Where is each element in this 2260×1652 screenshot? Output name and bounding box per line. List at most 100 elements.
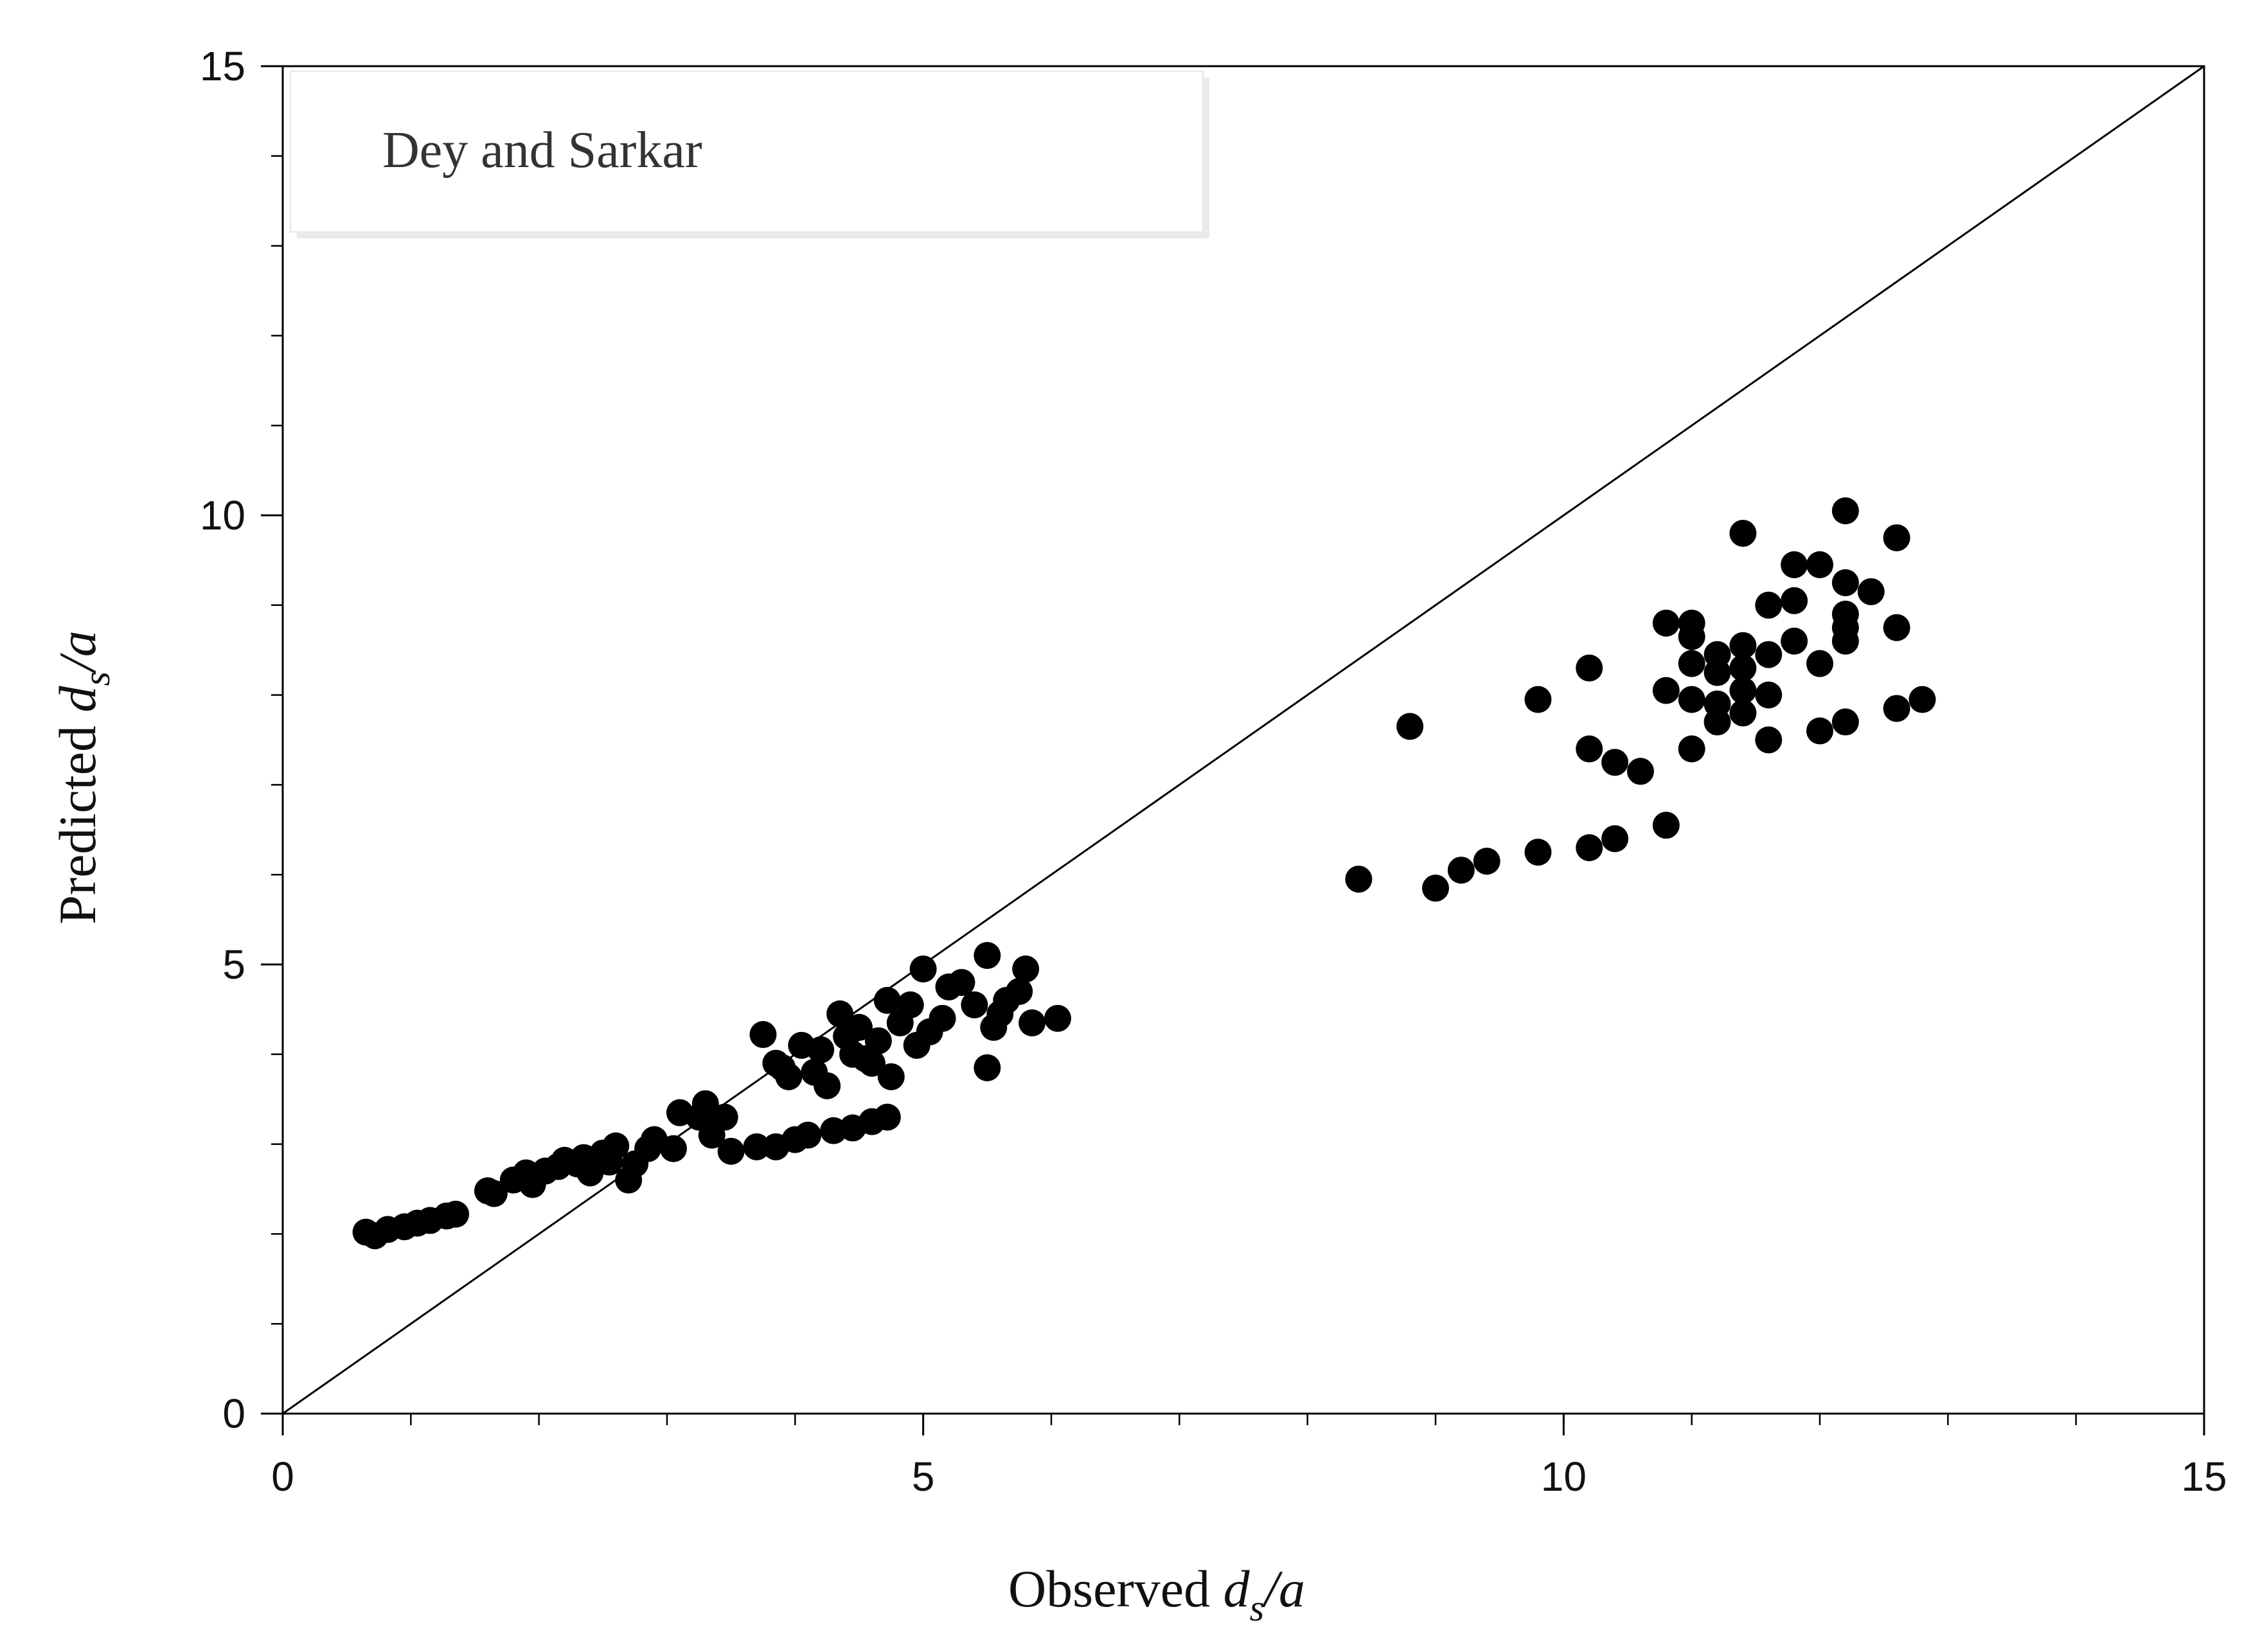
data-point	[1626, 758, 1654, 785]
x-axis-title: Observed ds/a	[1008, 1559, 1305, 1629]
data-point	[1652, 812, 1680, 839]
data-point	[1473, 848, 1500, 875]
data-point	[858, 1049, 885, 1077]
data-point	[1678, 686, 1705, 713]
data-point	[1601, 825, 1629, 853]
data-point	[1806, 650, 1833, 677]
y-tick-label: 5	[222, 941, 245, 988]
data-point	[807, 1036, 835, 1063]
reference-line	[282, 65, 2205, 1415]
data-point	[1755, 726, 1783, 754]
y-axis-title: Predicted ds/a	[48, 630, 118, 925]
data-point	[1755, 591, 1783, 619]
data-point	[877, 1063, 905, 1090]
data-point	[1447, 857, 1475, 884]
data-point	[717, 1137, 745, 1165]
data-point	[961, 991, 988, 1018]
data-point	[1006, 977, 1033, 1005]
data-point	[1857, 578, 1885, 605]
x-tick-label: 10	[1541, 1453, 1587, 1500]
data-point	[1576, 735, 1603, 763]
data-point	[1729, 677, 1757, 704]
y-tick-label: 15	[200, 43, 245, 89]
data-point	[1422, 875, 1449, 902]
data-point	[775, 1063, 803, 1090]
data-points	[352, 497, 1936, 1250]
data-point	[948, 968, 975, 996]
data-point	[659, 1135, 687, 1162]
y-axis-title-sub: s	[76, 671, 118, 686]
data-point	[1524, 839, 1552, 866]
data-point	[1729, 699, 1757, 727]
data-point	[1678, 650, 1705, 677]
data-point	[826, 1000, 854, 1027]
data-point	[814, 1072, 841, 1099]
data-point	[1396, 713, 1424, 740]
data-point	[1831, 497, 1859, 525]
data-point	[1576, 834, 1603, 862]
data-point	[442, 1200, 470, 1228]
data-point	[1019, 1009, 1046, 1036]
y-axis-title-prefix: Predicted	[48, 713, 107, 925]
data-point	[1729, 632, 1757, 659]
data-point	[1755, 681, 1783, 709]
x-axis-title-sub: s	[1250, 1587, 1265, 1629]
data-point	[1781, 627, 1808, 655]
data-point	[1678, 735, 1705, 763]
x-tick-label: 15	[2181, 1453, 2227, 1500]
data-point	[896, 991, 924, 1018]
plot-area	[282, 65, 2205, 1415]
legend-box: Dey and Sarkar	[290, 71, 1209, 238]
legend-panel	[290, 71, 1204, 233]
x-tick-label: 5	[912, 1453, 935, 1500]
data-point	[794, 1121, 822, 1149]
data-point	[909, 955, 937, 982]
data-point	[1704, 641, 1731, 668]
data-point	[749, 1021, 777, 1049]
legend-text: Dey and Sarkar	[382, 122, 702, 179]
data-point	[480, 1180, 508, 1207]
data-point	[1678, 609, 1705, 637]
data-point	[1345, 866, 1373, 893]
data-point	[864, 1027, 892, 1054]
data-point	[1781, 551, 1808, 578]
data-point	[1831, 600, 1859, 628]
x-tick-label: 0	[271, 1453, 294, 1500]
data-point	[1755, 641, 1783, 668]
data-point	[1806, 551, 1833, 578]
data-point	[1831, 708, 1859, 736]
y-axis-title-var: d	[48, 686, 107, 713]
data-point	[1729, 654, 1757, 682]
data-point	[1883, 524, 1910, 551]
data-point	[602, 1132, 630, 1160]
data-point	[1883, 614, 1910, 641]
data-point	[1909, 686, 1936, 713]
data-point	[1012, 955, 1040, 982]
data-point	[974, 942, 1001, 970]
data-point	[1704, 690, 1731, 718]
data-point	[743, 1133, 770, 1160]
data-point	[711, 1103, 738, 1131]
data-point	[1883, 695, 1910, 722]
data-point	[974, 1054, 1001, 1081]
data-point	[1524, 686, 1552, 713]
data-point	[1831, 569, 1859, 596]
x-axis-title-prefix: Observed	[1008, 1559, 1223, 1618]
data-point	[929, 1004, 956, 1032]
y-tick-label: 10	[200, 492, 245, 538]
y-tick-label: 0	[222, 1390, 245, 1437]
plot-frame	[281, 65, 2205, 1415]
data-point	[873, 986, 901, 1014]
data-point	[1044, 1004, 1071, 1032]
data-point	[1781, 587, 1808, 614]
data-point	[1729, 519, 1757, 547]
x-axis-title-suffix: /a	[1261, 1559, 1305, 1618]
data-point	[691, 1090, 719, 1117]
y-axis-title-suffix: /a	[48, 630, 107, 674]
data-point	[1806, 717, 1833, 745]
x-axis-title-var: d	[1223, 1559, 1250, 1618]
data-point	[1652, 677, 1680, 704]
data-point	[1576, 654, 1603, 682]
data-point	[846, 1013, 873, 1041]
